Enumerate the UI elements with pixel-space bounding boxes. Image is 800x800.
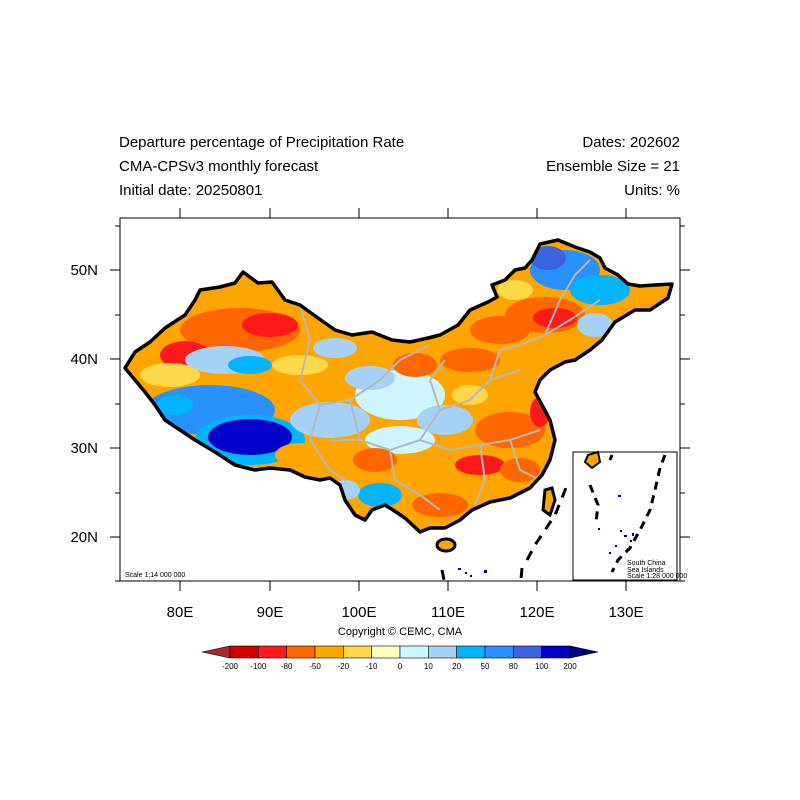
inset-label-1: South China	[627, 560, 666, 567]
plot-frame	[119, 217, 681, 582]
lat-tick-label: 50N	[70, 262, 98, 279]
model-subtitle: CMA-CPSv3 monthly forecast	[119, 158, 319, 175]
colorbar-label: -10	[366, 662, 378, 671]
lat-tick-label: 30N	[70, 440, 98, 457]
copyright: Copyright © CEMC, CMA	[337, 626, 463, 638]
colorbar-swatch	[286, 645, 316, 659]
colorbar-swatch	[229, 645, 259, 659]
colorbar-label: 100	[535, 662, 549, 671]
scale-label: Scale 1:14 000 000	[125, 572, 185, 579]
colorbar-swatch	[513, 645, 542, 659]
colorbar-label: -20	[338, 662, 350, 671]
colorbar-label: 10	[424, 662, 433, 671]
colorbar-label: 80	[509, 662, 518, 671]
colorbar-label: -200	[222, 662, 239, 671]
maritime-boundary	[525, 484, 569, 561]
colorbar-label: -80	[281, 662, 293, 671]
colorbar-swatch	[343, 645, 372, 659]
colorbar-low-arrow	[201, 645, 231, 659]
lon-tick-label: 110E	[431, 604, 465, 621]
colorbar-label: -100	[250, 662, 267, 671]
colorbar-label: 50	[481, 662, 490, 671]
colorbar-swatch	[484, 645, 514, 659]
lon-tick-label: 90E	[257, 604, 284, 621]
colorbar-label: 0	[398, 662, 403, 671]
lon-tick-label: 130E	[608, 604, 643, 621]
axis-ticks	[110, 208, 690, 591]
colorbar-swatch	[258, 645, 287, 659]
colorbar-swatch	[428, 645, 457, 659]
lat-tick-label: 20N	[70, 529, 98, 546]
colorbar: -200 -100 -80 -50 -20 -10 0 10 20 50 80 100 200	[201, 645, 599, 671]
national-border	[123, 238, 674, 534]
inset-label-2: Sea Islands	[627, 567, 664, 574]
map-title: Departure percentage of Precipitation Ra…	[119, 134, 405, 151]
lat-tick-label: 40N	[70, 351, 98, 368]
lon-tick-label: 120E	[519, 604, 554, 621]
inset-scale: Scale 1:28 000 000	[627, 573, 687, 580]
province-boundaries	[298, 259, 601, 511]
colorbar-swatch	[456, 645, 486, 659]
ensemble-size: Ensemble Size = 21	[546, 158, 680, 175]
colorbar-swatch	[371, 645, 401, 659]
colorbar-swatch	[314, 645, 344, 659]
lon-tick-label: 80E	[167, 604, 194, 621]
initial-date: Initial date: 20250801	[119, 182, 263, 199]
hainan-island	[435, 537, 457, 553]
units-label: Units: %	[624, 182, 680, 199]
taiwan-island	[541, 486, 557, 518]
lon-tick-label: 100E	[341, 604, 376, 621]
colorbar-label: 20	[452, 662, 461, 671]
colorbar-label: -50	[309, 662, 321, 671]
colorbar-label: 200	[563, 662, 577, 671]
valid-dates: Dates: 202602	[582, 134, 680, 151]
colorbar-swatch	[541, 645, 571, 659]
colorbar-swatch	[399, 645, 429, 659]
colorbar-high-arrow	[569, 645, 599, 659]
south-china-sea-inset: South China Sea Islands Scale 1:28 000 0…	[572, 450, 687, 581]
